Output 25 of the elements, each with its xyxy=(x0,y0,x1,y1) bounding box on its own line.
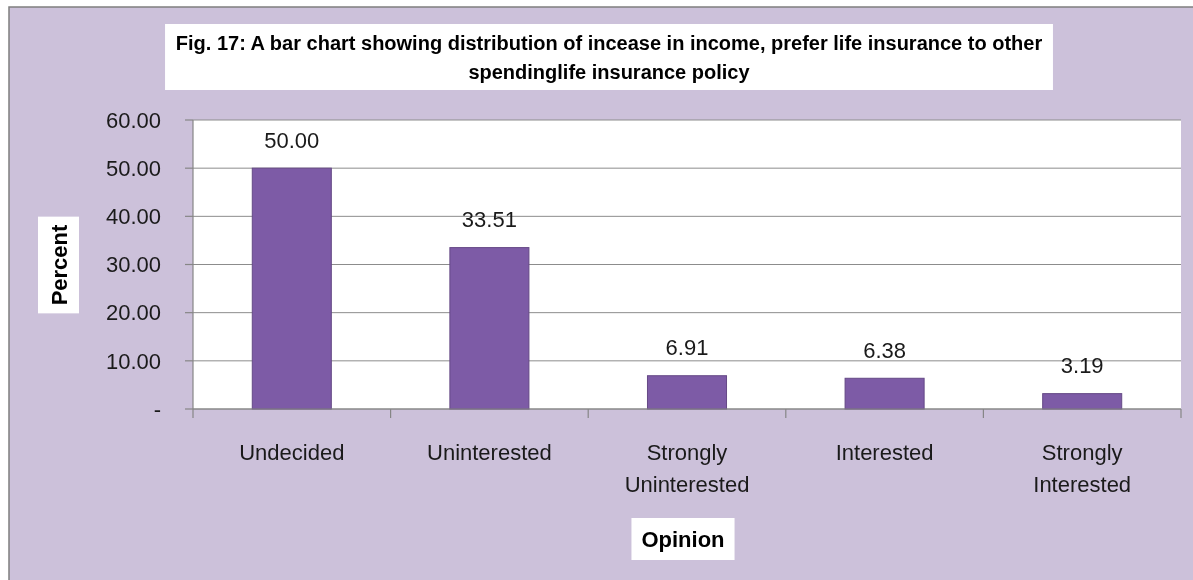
x-tick-label: Uninterested xyxy=(427,439,552,465)
data-label: 50.00 xyxy=(264,127,320,153)
y-axis-title: Percent xyxy=(46,223,72,306)
chart-title: Fig. 17: A bar chart showing distribution of incease in income, prefer life insurance to other spendinglife insurance policy xyxy=(175,32,1043,83)
y-tick-label: 30.00 xyxy=(105,252,161,278)
x-tick-label: Strongly Uninterested xyxy=(624,439,750,497)
x-axis-title: Opinion xyxy=(641,526,725,552)
y-tick-label: 20.00 xyxy=(105,300,161,326)
bar xyxy=(251,167,332,410)
data-label: 33.51 xyxy=(461,207,517,233)
bar xyxy=(449,247,530,410)
bar xyxy=(844,377,925,410)
x-tick-label: Interested xyxy=(835,439,934,465)
y-tick-label: 50.00 xyxy=(105,155,161,181)
y-tick-label: 60.00 xyxy=(105,107,161,133)
bar xyxy=(1042,393,1123,410)
data-label: 6.38 xyxy=(863,337,907,363)
bar xyxy=(646,375,728,410)
y-tick-label: - xyxy=(153,396,161,422)
x-tick-label: Undecided xyxy=(239,439,345,465)
x-tick-label: Strongly Interested xyxy=(1033,439,1132,497)
data-label: 3.19 xyxy=(1060,353,1104,379)
y-tick-label: 40.00 xyxy=(105,204,161,230)
data-label: 6.91 xyxy=(665,335,709,361)
y-tick-label: 10.00 xyxy=(105,348,161,374)
